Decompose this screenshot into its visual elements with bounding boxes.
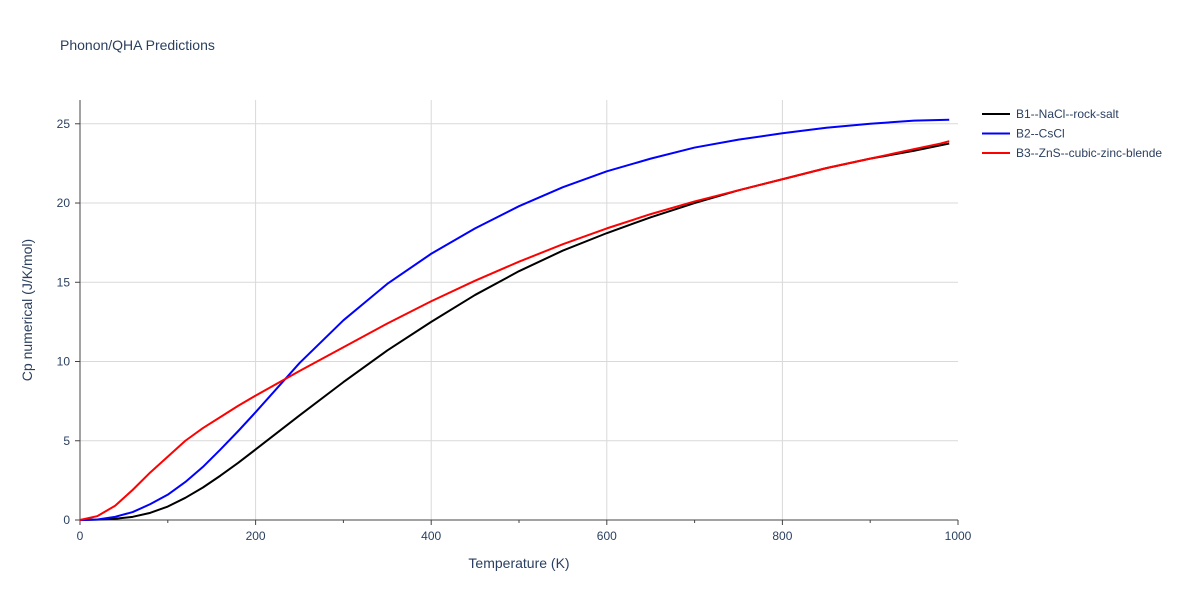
x-tick-label: 0 [77,529,84,543]
x-tick-label: 1000 [945,529,972,543]
y-tick-label: 15 [57,275,71,289]
legend-label: B2--CsCl [1016,127,1065,141]
y-tick-label: 10 [57,355,71,369]
y-tick-label: 0 [63,513,70,527]
y-tick-label: 25 [57,117,71,131]
plot-area [79,118,950,521]
x-tick-label: 200 [246,529,266,543]
x-tick-label: 800 [772,529,792,543]
y-tick-label: 20 [57,196,71,210]
chart-title: Phonon/QHA Predictions [60,37,215,53]
x-tick-label: 600 [597,529,617,543]
legend-item[interactable]: B2--CsCl [982,127,1065,141]
legend[interactable]: B1--NaCl--rock-salt B2--CsCl B3--ZnS--cubi… [982,107,1162,160]
x-axis-title: Temperature (K) [468,555,569,571]
series-line-2[interactable] [79,118,950,521]
legend-item[interactable]: B1--NaCl--rock-salt [982,107,1119,121]
y-tick-label: 5 [63,434,70,448]
tick-labels: 0 200 400 600 800 1000 0 5 10 15 20 25 [57,117,972,543]
grid [80,100,958,520]
series-line-1[interactable] [79,142,950,521]
legend-label: B3--ZnS--cubic-zinc-blende [1016,146,1162,160]
x-tick-label: 400 [421,529,441,543]
legend-label: B1--NaCl--rock-salt [1016,107,1119,121]
y-axis-title: Cp numerical (J/K/mol) [19,239,35,381]
series-line-3[interactable] [79,140,950,521]
axes [75,100,959,525]
legend-item[interactable]: B3--ZnS--cubic-zinc-blende [982,146,1162,160]
